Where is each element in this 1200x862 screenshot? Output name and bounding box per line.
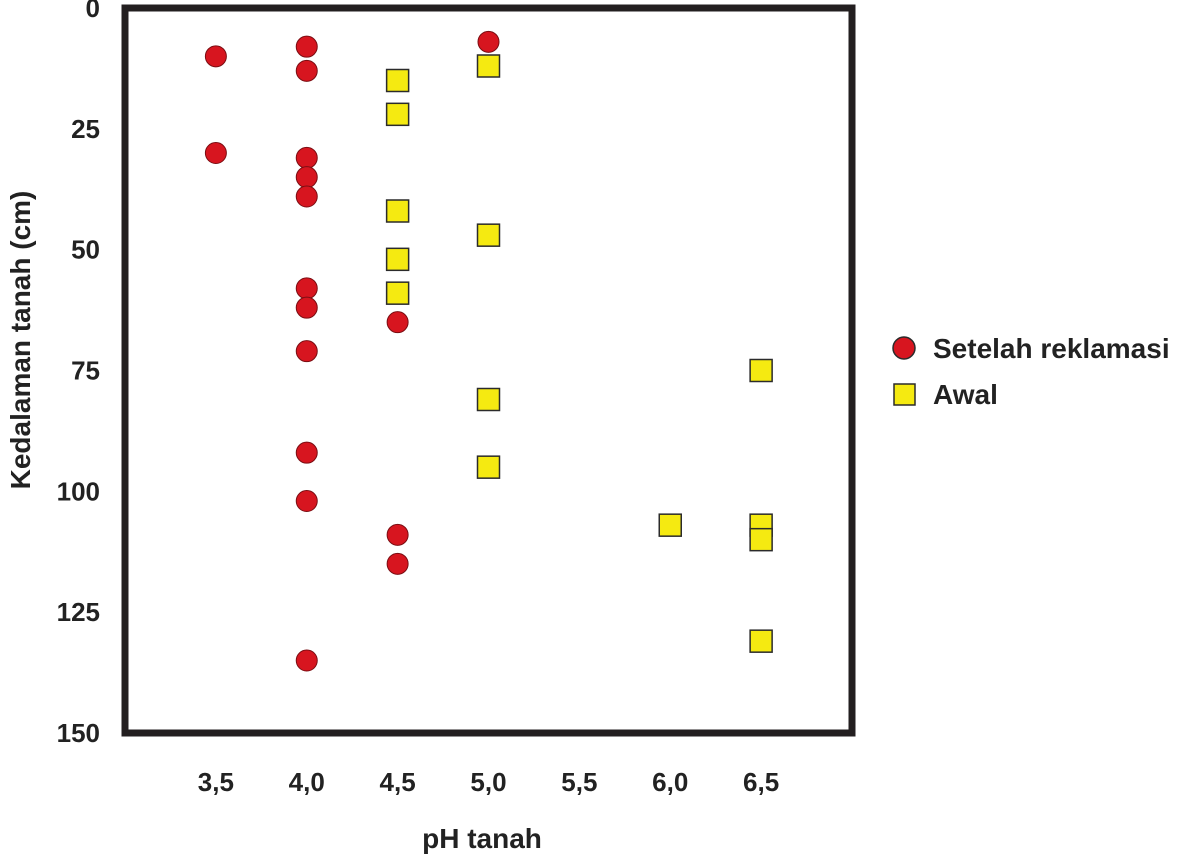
x-tick-label: 4,0 [289,767,325,797]
point-setelah-reklamasi [295,35,318,58]
point-setelah-reklamasi [295,166,318,189]
y-tick-label: 75 [71,356,100,386]
y-tick-label: 25 [71,114,100,144]
point-setelah-reklamasi [295,649,318,672]
point-awal [476,387,501,412]
point-setelah-reklamasi [295,277,318,300]
plot-frame [121,4,856,737]
point-setelah-reklamasi [477,30,500,53]
point-setelah-reklamasi [204,45,227,68]
point-setelah-reklamasi [295,441,318,464]
y-tick-label: 0 [86,0,100,23]
point-setelah-reklamasi [386,311,409,334]
legend-marker-awal [893,383,916,406]
legend-label-awal: Awal [933,379,998,410]
x-tick-label: 6,5 [743,767,779,797]
point-awal [749,527,773,552]
y-tick-label: 100 [57,476,100,506]
point-awal [476,455,501,479]
y-axis-title: Kedalaman tanah (cm) [5,191,36,490]
point-setelah-reklamasi [295,490,318,512]
point-awal [385,281,410,305]
point-setelah-reklamasi [295,146,318,169]
point-awal [385,247,410,272]
legend-marker-setelah-reklamasi [892,336,916,360]
point-setelah-reklamasi [295,185,318,208]
y-tick-label: 125 [57,597,100,627]
x-tick-label: 5,5 [561,767,597,797]
point-setelah-reklamasi [295,296,318,319]
y-tick-label: 50 [71,235,100,265]
point-setelah-reklamasi [295,340,318,363]
point-setelah-reklamasi [295,59,318,82]
point-awal [476,54,501,78]
legend: Setelah reklamasi Awal [892,333,1170,410]
x-tick-label: 4,5 [380,767,416,797]
x-tick-label: 5,0 [470,767,506,797]
point-awal [658,513,682,537]
point-awal [385,199,410,223]
point-setelah-reklamasi [204,142,227,164]
point-setelah-reklamasi [386,523,409,546]
legend-label-setelah-reklamasi: Setelah reklamasi [933,333,1170,364]
y-tick-label: 150 [57,718,100,748]
point-awal [385,102,410,127]
x-tick-label: 6,0 [652,767,688,797]
y-axis-ticks: 0 25 50 75 100 125 150 [57,0,100,748]
point-awal [749,629,773,653]
x-axis-ticks: 3,5 4,0 4,5 5,0 5,5 6,0 6,5 [198,767,779,797]
point-awal [476,223,501,247]
point-awal [749,358,773,383]
point-awal [385,68,410,93]
x-tick-label: 3,5 [198,767,234,797]
data-marks [204,30,773,672]
point-setelah-reklamasi [386,552,409,575]
x-axis-title: pH tanah [422,823,542,854]
